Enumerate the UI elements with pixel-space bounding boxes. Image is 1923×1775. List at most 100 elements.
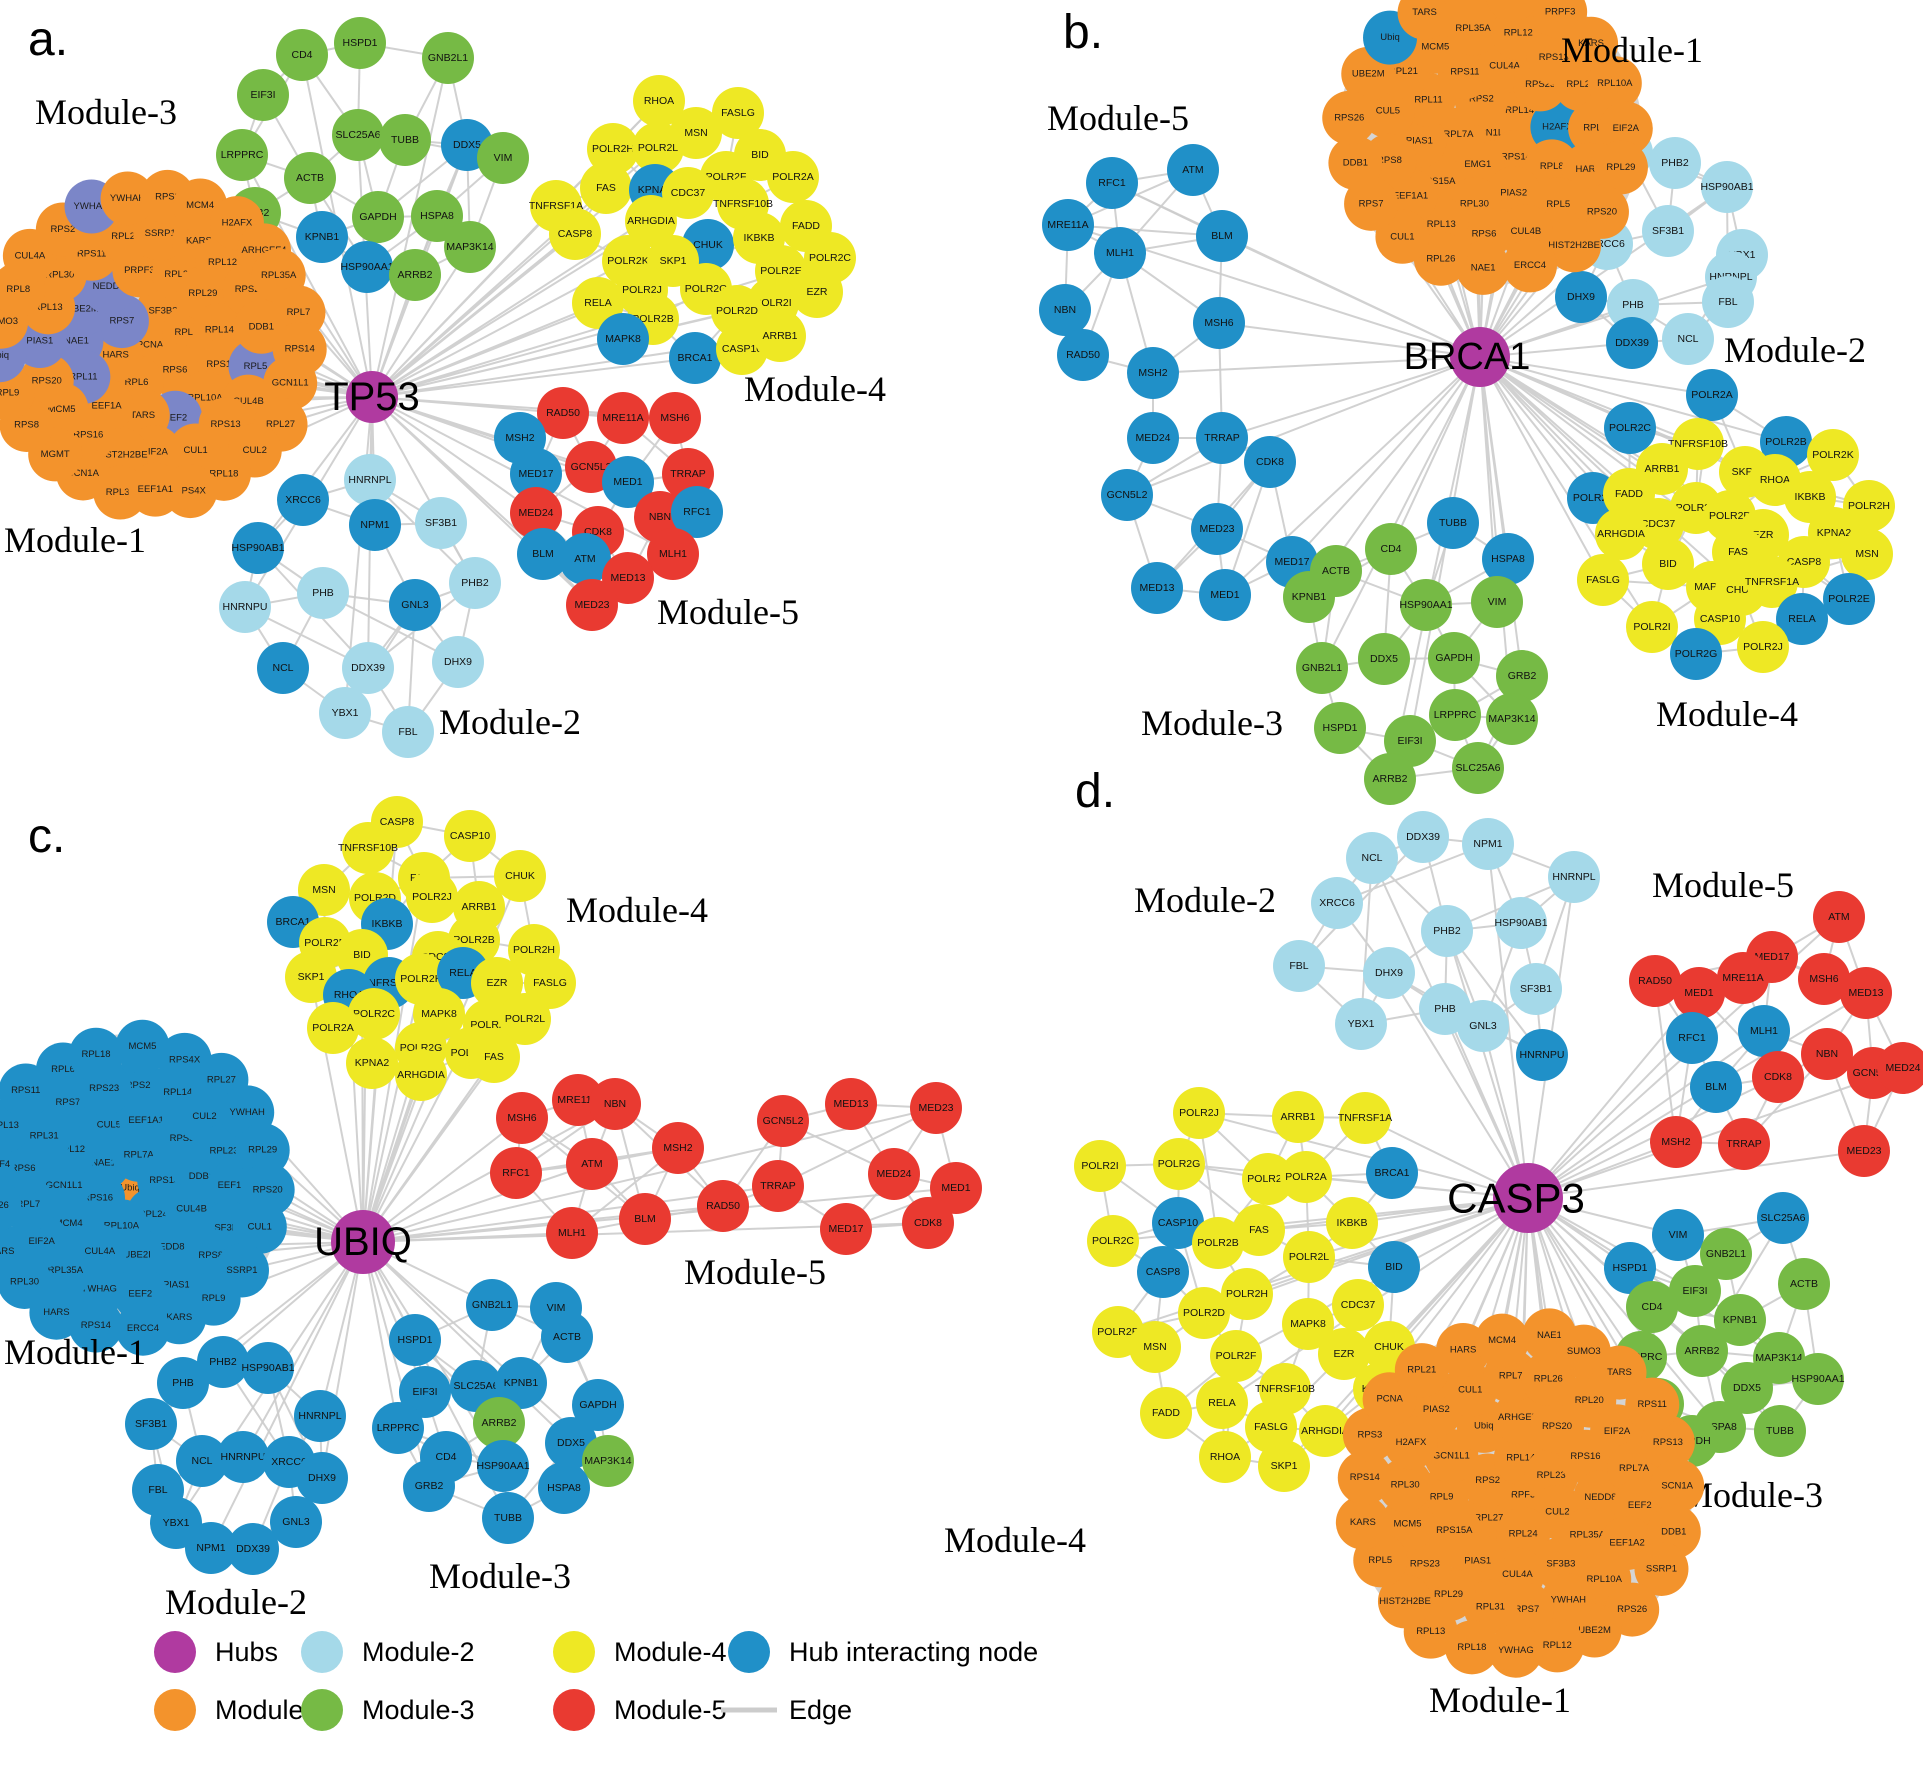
node-CD4[interactable]: CD4 — [1626, 1281, 1678, 1333]
node-NBN[interactable]: NBN — [1039, 284, 1091, 336]
node-MSH2[interactable]: MSH2 — [652, 1122, 704, 1174]
node-POLR2J[interactable]: POLR2J — [1173, 1087, 1225, 1139]
node-CASP10[interactable]: CASP10 — [444, 810, 496, 862]
node-BID[interactable]: BID — [1642, 538, 1694, 590]
node-POLR2J[interactable]: POLR2J — [406, 871, 458, 923]
node-POLR2A[interactable]: POLR2A — [1686, 369, 1738, 421]
node-RFC1[interactable]: RFC1 — [1666, 1012, 1718, 1064]
node-SF3B1[interactable]: SF3B1 — [125, 1398, 177, 1450]
node-RHOA[interactable]: RHOA — [1199, 1431, 1251, 1483]
node-CASP8[interactable]: CASP8 — [1137, 1246, 1189, 1298]
node-HSP90AA1[interactable]: HSP90AA1 — [476, 1440, 530, 1492]
hub-CASP3[interactable]: CASP3 — [1447, 1163, 1585, 1233]
node-POLR2L[interactable]: POLR2L — [1283, 1231, 1335, 1283]
node-MED1[interactable]: MED1 — [1199, 569, 1251, 621]
node-POLR2C[interactable]: POLR2C — [1087, 1215, 1139, 1267]
node-MSH6[interactable]: MSH6 — [496, 1092, 548, 1144]
node-BRCA1[interactable]: BRCA1 — [1366, 1147, 1418, 1199]
node-PHB[interactable]: PHB — [297, 567, 349, 619]
node-POLR2A[interactable]: POLR2A — [307, 1002, 359, 1054]
node-MLH1[interactable]: MLH1 — [1738, 1005, 1790, 1057]
node-RPS11[interactable]: RPS11 — [1625, 1377, 1680, 1432]
node-ARRB2[interactable]: ARRB2 — [1676, 1325, 1728, 1377]
node-TUBB[interactable]: TUBB — [379, 114, 431, 166]
node-IKBKB[interactable]: IKBKB — [1326, 1197, 1378, 1249]
node-ACTB[interactable]: ACTB — [1778, 1258, 1830, 1310]
node-TUBB[interactable]: TUBB — [1427, 497, 1479, 549]
node-CDC37[interactable]: CDC37 — [1332, 1279, 1384, 1331]
node-SF3B1[interactable]: SF3B1 — [1510, 963, 1562, 1015]
node-MSH2[interactable]: MSH2 — [1650, 1116, 1702, 1168]
node-SKP1[interactable]: SKP1 — [1258, 1440, 1310, 1492]
node-NPM1[interactable]: NPM1 — [349, 499, 401, 551]
node-MED24[interactable]: MED24 — [868, 1148, 920, 1200]
node-XRCC6[interactable]: XRCC6 — [1311, 877, 1363, 929]
node-MED13[interactable]: MED13 — [1131, 562, 1183, 614]
node-MAPK8[interactable]: MAPK8 — [597, 313, 649, 365]
hub-BRCA1[interactable]: BRCA1 — [1404, 327, 1531, 387]
node-POLR2D[interactable]: POLR2D — [1178, 1287, 1230, 1339]
node-HSPD1[interactable]: HSPD1 — [389, 1314, 441, 1366]
hub-TP53[interactable]: TP53 — [324, 371, 420, 423]
node-DDX39[interactable]: DDX39 — [1606, 317, 1658, 369]
node-CDK8[interactable]: CDK8 — [1752, 1051, 1804, 1103]
node-POLR2G[interactable]: POLR2G — [1153, 1138, 1205, 1190]
node-LRPPRC[interactable]: LRPPRC — [216, 129, 268, 181]
node-FBL[interactable]: FBL — [1273, 940, 1325, 992]
node-MRE11A[interactable]: MRE11A — [597, 392, 649, 444]
node-POLR2A[interactable]: POLR2A — [767, 151, 819, 203]
node-MED13[interactable]: MED13 — [825, 1078, 877, 1130]
node-BID[interactable]: BID — [1368, 1241, 1420, 1293]
node-MRE11A[interactable]: MRE11A — [1042, 199, 1094, 251]
node-HSP90AB1[interactable]: HSP90AB1 — [1494, 897, 1548, 949]
node-POLR2G[interactable]: POLR2G — [1670, 628, 1722, 680]
node-VIM[interactable]: VIM — [1471, 576, 1523, 628]
node-GNB2L1[interactable]: GNB2L1 — [466, 1279, 518, 1331]
node-HSP90AB1[interactable]: HSP90AB1 — [1700, 161, 1754, 213]
node-RAD50[interactable]: RAD50 — [1629, 955, 1681, 1007]
node-HSP90AA1[interactable]: HSP90AA1 — [1399, 579, 1453, 631]
node-FBL[interactable]: FBL — [382, 706, 434, 758]
node-TUBB[interactable]: TUBB — [1754, 1405, 1806, 1457]
node-NCL[interactable]: NCL — [1662, 313, 1714, 365]
node-GAPDH[interactable]: GAPDH — [1428, 632, 1480, 684]
node-DDX39[interactable]: DDX39 — [342, 642, 394, 694]
node-KPNB1[interactable]: KPNB1 — [1283, 571, 1335, 623]
node-HSP90AB1[interactable]: HSP90AB1 — [231, 522, 285, 574]
node-DHX9[interactable]: DHX9 — [1555, 271, 1607, 323]
node-POLR2I[interactable]: POLR2I — [1074, 1140, 1126, 1192]
node-HSPD1[interactable]: HSPD1 — [334, 17, 386, 69]
node-POLR2F[interactable]: POLR2F — [1210, 1330, 1262, 1382]
node-DDX39[interactable]: DDX39 — [1397, 811, 1449, 863]
node-FAS[interactable]: FAS — [468, 1031, 520, 1083]
node-TRRAP[interactable]: TRRAP — [1196, 412, 1248, 464]
node-ARRB1[interactable]: ARRB1 — [754, 310, 806, 362]
node-EZR[interactable]: EZR — [791, 266, 843, 318]
node-YWHAG[interactable]: YWHAG — [1485, 0, 1539, 22]
node-ARRB1[interactable]: ARRB1 — [1272, 1091, 1324, 1143]
node-HNRNPL[interactable]: HNRNPL — [344, 454, 396, 506]
node-PHB2[interactable]: PHB2 — [1421, 905, 1473, 957]
node-GRB2[interactable]: GRB2 — [1496, 650, 1548, 702]
node-DDX5[interactable]: DDX5 — [1358, 633, 1410, 685]
node-ARRB2[interactable]: ARRB2 — [389, 249, 441, 301]
hub-UBIQ[interactable]: UBIQ — [314, 1210, 412, 1274]
node-RAD50[interactable]: RAD50 — [697, 1180, 749, 1232]
node-MCM4[interactable]: MCM4 — [1475, 1313, 1530, 1368]
node-HSPA8[interactable]: HSPA8 — [538, 1462, 590, 1514]
node-POLR2C[interactable]: POLR2C — [1604, 402, 1656, 454]
node-POLR2B[interactable]: POLR2B — [1192, 1217, 1244, 1269]
node-MED23[interactable]: MED23 — [910, 1082, 962, 1134]
node-POLR2J[interactable]: POLR2J — [1737, 621, 1789, 673]
node-MED24[interactable]: MED24 — [1127, 412, 1179, 464]
node-HNRNPL[interactable]: HNRNPL — [294, 1390, 346, 1442]
node-XRCC6[interactable]: XRCC6 — [277, 474, 329, 526]
node-POLR2A[interactable]: POLR2A — [1280, 1151, 1332, 1203]
node-ATM[interactable]: ATM — [1813, 891, 1865, 943]
node-ATM[interactable]: ATM — [566, 1138, 618, 1190]
node-CHUK[interactable]: CHUK — [494, 850, 546, 902]
node-GCN5L2[interactable]: GCN5L2 — [1101, 469, 1153, 521]
node-SF3B1[interactable]: SF3B1 — [415, 497, 467, 549]
node-NPM1[interactable]: NPM1 — [1462, 818, 1514, 870]
node-MSH6[interactable]: MSH6 — [649, 392, 701, 444]
